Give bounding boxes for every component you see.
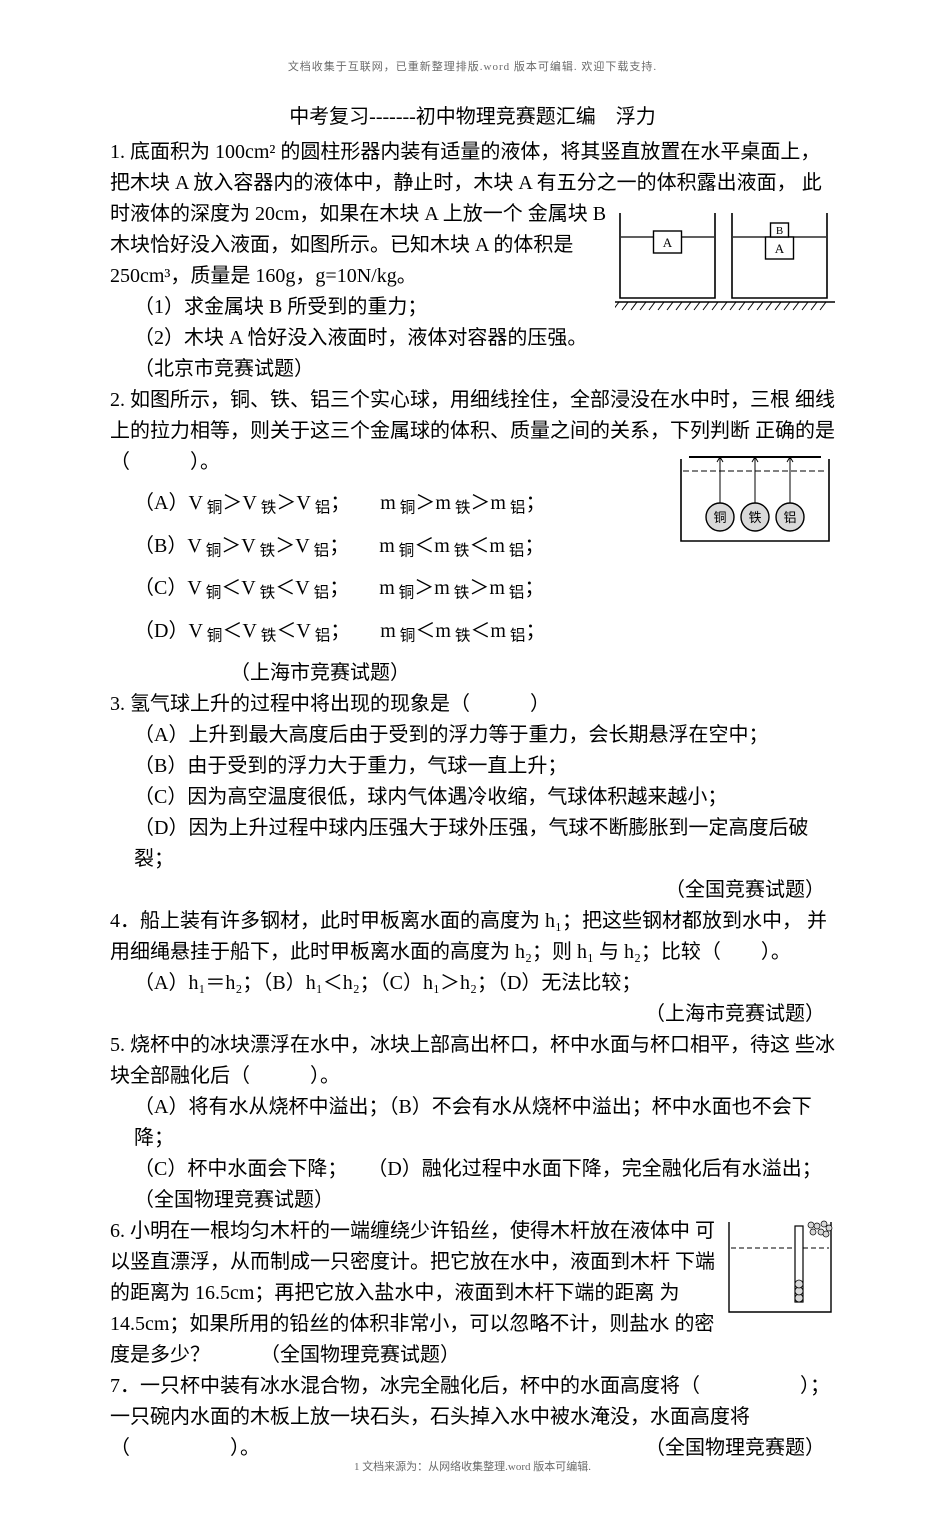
question-7: 7．一只杯中装有冰水混合物，冰完全融化后，杯中的水面高度将（ ）； 一只碗内水面… — [110, 1371, 835, 1464]
q5-origin: （全国物理竞赛试题） — [110, 1185, 835, 1216]
q1-line1: 1. 底面积为 100cm² 的圆柱形器内装有适量的液体，将其竖直放置在水平桌面… — [110, 141, 820, 163]
q1-line2: 把木块 A 放入容器内的液体中，静止时，木块 A 有五分之一的体积露出液面， — [110, 172, 797, 194]
q5-l1: 5. 烧杯中的冰块漂浮在水中，冰块上部高出杯口，杯中水面与杯口相平，待这 — [110, 1034, 790, 1056]
q2-optC: （C）V 铜＜V 铁＜V 铝；m 铜＞m 铁＞m 铝； — [110, 573, 835, 606]
figure-q1: AAB — [615, 203, 835, 333]
svg-text:铜: 铜 — [713, 510, 726, 525]
svg-text:A: A — [775, 241, 785, 256]
q3-origin: （全国竞赛试题） — [110, 875, 835, 906]
content-body: 1. 底面积为 100cm² 的圆柱形器内装有适量的液体，将其竖直放置在水平桌面… — [110, 137, 835, 1464]
figure-q2: 铜铁铝 — [675, 451, 835, 561]
footer-note: 1 文档来源为：从网络收集整理.word 版本可编辑. — [0, 1458, 945, 1474]
q2-origin: （上海市竞赛试题） — [110, 658, 835, 689]
q7-l1: 7．一只杯中装有冰水混合物，冰完全融化后，杯中的水面高度将（ ）； — [110, 1375, 830, 1397]
q5-ab: （A）将有水从烧杯中溢出；（B）不会有水从烧杯中溢出；杯中水面也不会下降； — [110, 1092, 835, 1154]
q3-c: （C）因为高空温度很低，球内气体遇冷收缩，气球体积越来越小； — [110, 782, 835, 813]
q3-b: （B）由于受到的浮力大于重力，气球一直上升； — [110, 751, 835, 782]
q6-l1: 6. 小明在一根均匀木杆的一端缠绕少许铅丝，使得木杆放在液体中 — [110, 1220, 690, 1242]
figure-q6 — [725, 1218, 835, 1326]
header-note: 文档收集于互联网，已重新整理排版.word 版本可编辑. 欢迎下载支持. — [0, 58, 945, 74]
q5-cd: （C）杯中水面会下降； （D）融化过程中水面下降，完全融化后有水溢出； — [110, 1154, 835, 1185]
question-6: 6. 小明在一根均匀木杆的一端缠绕少许铅丝，使得木杆放在液体中 可以竖直漂浮，从… — [110, 1216, 835, 1371]
q4-l1: 4．船上装有许多钢材，此时甲板离水面的高度为 h₁；把这些钢材都放到水中， — [110, 910, 802, 932]
q6-svg — [725, 1218, 835, 1316]
page: 文档收集于互联网，已重新整理排版.word 版本可编辑. 欢迎下载支持. 中考复… — [0, 0, 945, 1514]
q2-optD: （D）V 铜＜V 铁＜V 铝；m 铜＜m 铁＜m 铝； — [110, 616, 835, 649]
question-4: 4．船上装有许多钢材，此时甲板离水面的高度为 h₁；把这些钢材都放到水中， 并用… — [110, 906, 835, 1030]
q1-svg: AAB — [615, 203, 835, 323]
svg-text:铁: 铁 — [748, 510, 761, 525]
q4-origin: （上海市竞赛试题） — [110, 999, 835, 1030]
q3-stem: 3. 氢气球上升的过程中将出现的现象是（ ） — [110, 693, 550, 715]
question-1: 1. 底面积为 100cm² 的圆柱形器内装有适量的液体，将其竖直放置在水平桌面… — [110, 137, 835, 385]
question-5: 5. 烧杯中的冰块漂浮在水中，冰块上部高出杯口，杯中水面与杯口相平，待这 些冰块… — [110, 1030, 835, 1216]
q4-opts: （A）h₁＝h₂；（B）h₁＜h₂；（C）h₁＞h₂；（D）无法比较； — [110, 968, 835, 999]
doc-title: 中考复习-------初中物理竞赛题汇编 浮力 — [110, 100, 835, 129]
q3-d: （D）因为上升过程中球内压强大于球外压强，气球不断膨胀到一定高度后破裂； — [110, 813, 835, 875]
q3-a: （A）上升到最大高度后由于受到的浮力等于重力，会长期悬浮在空中； — [110, 720, 835, 751]
svg-text:B: B — [776, 225, 783, 237]
q7-l3: （ ）。 — [110, 1437, 260, 1459]
question-2: 2. 如图所示，铜、铁、铝三个实心球，用细线拴住，全部浸没在水中时，三根 细线上… — [110, 385, 835, 689]
q2-stem1: 2. 如图所示，铜、铁、铝三个实心球，用细线拴住，全部浸没在水中时，三根 — [110, 389, 790, 411]
question-3: 3. 氢气球上升的过程中将出现的现象是（ ） （A）上升到最大高度后由于受到的浮… — [110, 689, 835, 906]
q2-svg: 铜铁铝 — [675, 451, 835, 551]
q1-origin: （北京市竞赛试题） — [110, 354, 835, 385]
svg-text:A: A — [663, 235, 673, 250]
svg-text:铝: 铝 — [783, 510, 796, 525]
